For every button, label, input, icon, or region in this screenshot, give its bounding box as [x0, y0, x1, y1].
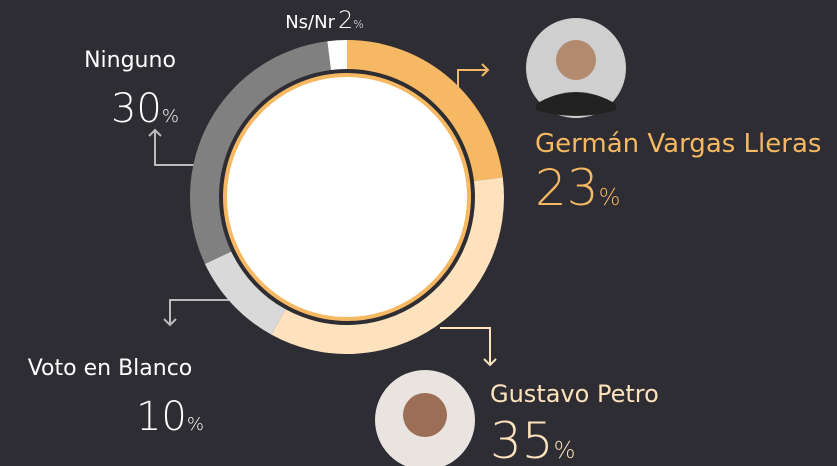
category-label: Voto en Blanco [28, 356, 193, 381]
category-label: Gustavo Petro [490, 380, 659, 408]
category-label: Ns/Nr [285, 12, 335, 33]
donut-slice [204, 251, 286, 335]
donut-slice [327, 40, 347, 71]
arrow-head [163, 318, 177, 327]
donut-slice [271, 177, 504, 354]
value-label: 23% [535, 159, 620, 217]
arrow-line [457, 69, 488, 92]
donut-slice [347, 40, 503, 181]
arrow-head [148, 128, 162, 137]
arrows [148, 63, 497, 367]
arrow-line [154, 130, 195, 166]
arrow-line [440, 327, 491, 365]
arrow-head [481, 63, 490, 77]
photo-suit [536, 92, 616, 116]
donut [190, 40, 504, 354]
donut-slice [190, 41, 331, 264]
value-label: 35% [490, 412, 575, 466]
value-label: 10% [136, 394, 204, 440]
inner-ring [223, 73, 471, 321]
arrow-head [483, 358, 497, 367]
photos [375, 18, 626, 466]
value-label: 2% [338, 6, 364, 34]
value-label: 30% [111, 86, 179, 132]
photo-face [403, 393, 447, 437]
photo-face [556, 40, 596, 80]
category-label: Germán Vargas Lleras [535, 129, 821, 159]
category-label: Ninguno [84, 48, 176, 73]
